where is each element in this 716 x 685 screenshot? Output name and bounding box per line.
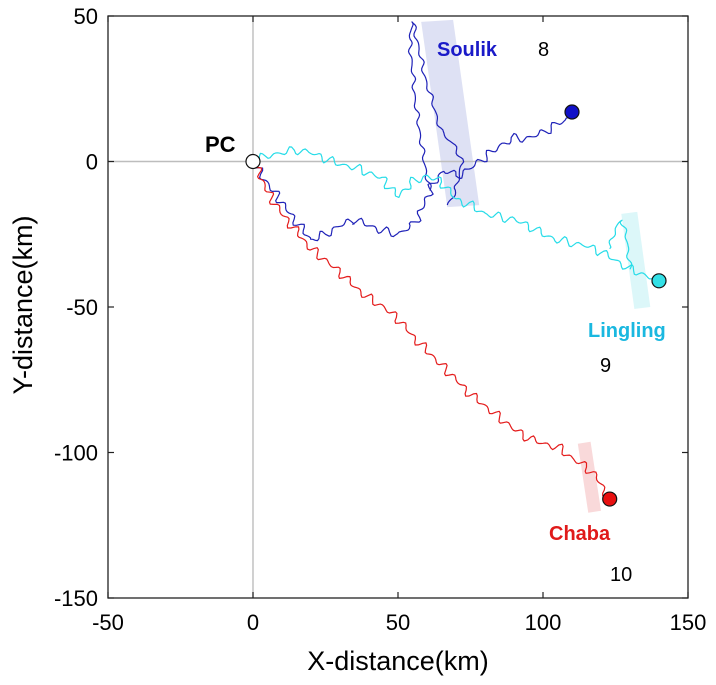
origin-marker	[245, 153, 261, 170]
series-label-chaba: Chaba	[549, 523, 611, 545]
series-layer	[250, 21, 660, 500]
series-line-lingling	[252, 146, 660, 281]
x-tick-label: 0	[247, 610, 259, 635]
end-marker-soulik	[564, 104, 580, 120]
reference-lines	[108, 16, 688, 598]
x-axis-label: X-distance(km)	[307, 646, 489, 676]
series-number-chaba: 10	[610, 564, 632, 586]
x-tick-label: 150	[670, 610, 707, 635]
x-tick-label: -50	[92, 610, 124, 635]
series-label-lingling: Lingling	[588, 320, 666, 342]
marker-layer	[245, 104, 667, 507]
shade-soulik	[421, 19, 480, 208]
shade-layer	[421, 19, 651, 513]
y-axis-label: Y-distance(km)	[8, 215, 38, 394]
y-tick-label: -100	[54, 441, 98, 466]
series-branch-lingling	[608, 219, 633, 270]
x-tick-label: 50	[386, 610, 410, 635]
y-tick-label: -50	[66, 295, 98, 320]
y-tick-label: -150	[54, 586, 98, 611]
x-axis-ticks: -50 0 50 100 150	[92, 16, 706, 635]
end-marker-chaba	[602, 491, 618, 507]
end-marker-lingling	[651, 273, 667, 289]
series-line-soulik	[250, 111, 575, 242]
series-label-soulik: Soulik	[437, 39, 498, 61]
shade-lingling	[621, 211, 651, 309]
y-tick-label: 0	[86, 150, 98, 175]
series-line-chaba	[250, 161, 612, 500]
series-number-lingling: 9	[600, 355, 611, 377]
y-axis-ticks: 50 0 -50 -100 -150	[54, 4, 688, 611]
shade-chaba	[577, 441, 601, 513]
series-branch-soulik	[407, 21, 465, 206]
y-tick-label: 50	[74, 4, 98, 29]
series-number-soulik: 8	[538, 39, 549, 61]
x-tick-label: 100	[525, 610, 562, 635]
origin-label: PC	[205, 132, 236, 157]
